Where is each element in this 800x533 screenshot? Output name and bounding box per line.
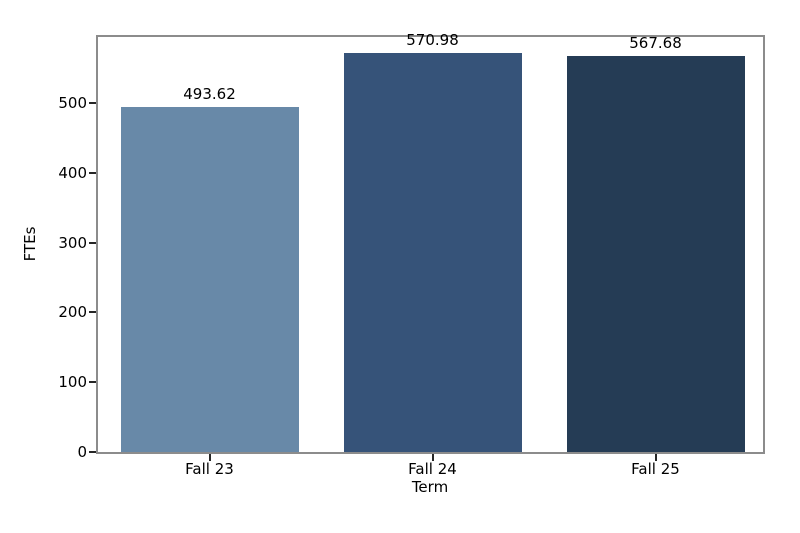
bar-value-label-fall-24: 570.98 <box>406 31 459 50</box>
y-axis-label: FTEs <box>21 226 39 262</box>
y-tick-label: 400 <box>58 163 87 182</box>
y-tick <box>89 451 96 453</box>
y-tick <box>89 241 96 244</box>
y-tick <box>89 381 96 384</box>
bar-fall-24 <box>343 53 522 452</box>
x-tick-label-fall-25: Fall 25 <box>631 460 680 478</box>
x-axis-label: Term <box>411 478 449 496</box>
bar-value-label-fall-25: 567.68 <box>629 33 682 52</box>
bar-value-label-fall-23: 493.62 <box>183 85 236 104</box>
y-tick-label: 100 <box>58 373 87 392</box>
plot-area: 0 100 200 300 400 500 493.62 Fall 23 570.98 Fall … <box>58 31 765 478</box>
y-tick <box>89 311 96 314</box>
y-tick-label: 0 <box>77 443 87 461</box>
x-tick-label-fall-24: Fall 24 <box>408 460 457 478</box>
y-tick-label: 300 <box>58 233 87 252</box>
x-tick <box>654 454 657 461</box>
x-tick-label-fall-23: Fall 23 <box>185 460 234 478</box>
y-tick-label: 500 <box>58 93 87 112</box>
x-tick <box>208 454 211 461</box>
y-tick <box>89 171 96 174</box>
bar-fall-23 <box>120 107 299 452</box>
y-tick <box>89 101 96 104</box>
y-tick-label: 200 <box>58 303 87 322</box>
x-tick <box>431 454 434 461</box>
bar-fall-25 <box>566 55 745 452</box>
